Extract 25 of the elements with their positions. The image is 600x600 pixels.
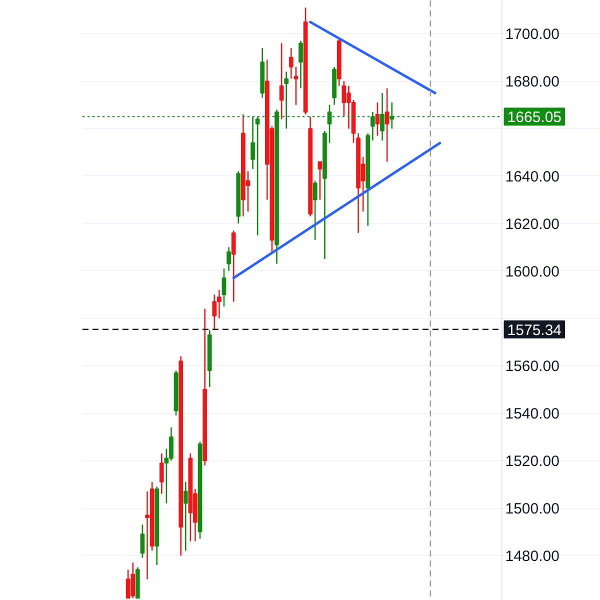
candlestick xyxy=(318,161,322,200)
y-tick-label: 1560.00 xyxy=(505,358,560,376)
ref-line-label: 1575.34 xyxy=(507,322,562,339)
ref-line-label: 1665.05 xyxy=(507,109,562,126)
y-tick-label: 1700.00 xyxy=(505,26,560,44)
candlestick xyxy=(222,268,226,308)
candlestick xyxy=(279,42,284,120)
candlestick xyxy=(183,481,188,552)
y-tick-label: 1680.00 xyxy=(505,74,560,91)
y-tick-label: 1500.00 xyxy=(505,500,560,518)
y-tick-label: 1480.00 xyxy=(505,548,560,565)
candlestick xyxy=(226,246,231,272)
candlestick xyxy=(159,452,164,494)
candlestick xyxy=(294,66,298,106)
y-tick-label: 1620.00 xyxy=(505,216,560,233)
y-tick-label: 1640.00 xyxy=(505,168,560,186)
candlestick xyxy=(298,40,303,89)
candlestick xyxy=(384,88,390,162)
candlestick xyxy=(288,47,294,80)
candlestick xyxy=(231,230,236,302)
candlestick xyxy=(312,180,318,241)
y-tick-label: 1540.00 xyxy=(505,406,560,423)
candlestick xyxy=(140,524,145,558)
y-tick-label: 1600.00 xyxy=(505,263,560,280)
y-tick-label: 1520.00 xyxy=(505,453,560,470)
